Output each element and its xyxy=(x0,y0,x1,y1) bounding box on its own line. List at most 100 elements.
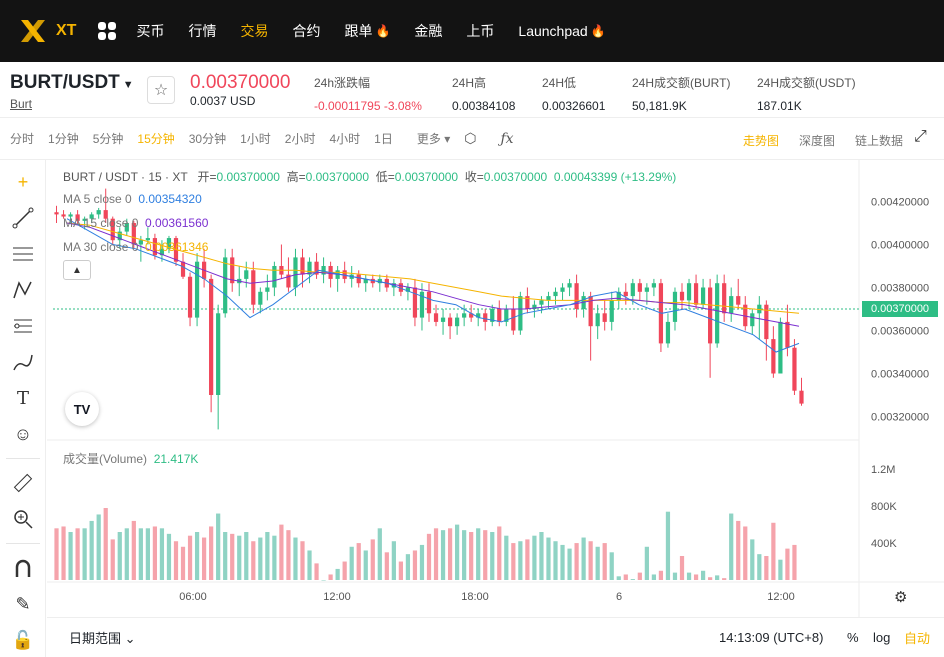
candle-body xyxy=(272,266,277,288)
nav-item[interactable]: 金融 xyxy=(414,21,442,41)
volume-bar xyxy=(595,546,600,580)
nav-item[interactable]: 行情 xyxy=(188,21,216,41)
candle-body xyxy=(117,231,122,241)
emoji-icon[interactable]: ☺ xyxy=(13,423,33,444)
candle-body xyxy=(223,257,228,314)
interval-tab[interactable]: 1日 xyxy=(374,132,393,146)
nav-item-label: 交易 xyxy=(240,23,269,39)
interval-tab[interactable]: 30分钟 xyxy=(188,132,227,146)
candle-body xyxy=(89,214,94,219)
candle-body xyxy=(532,304,537,309)
candle-body xyxy=(244,270,249,279)
nav-item[interactable]: 买币 xyxy=(136,21,164,41)
interval-tab[interactable]: 15分钟 xyxy=(137,132,175,146)
lock-draw-icon[interactable]: ✎ xyxy=(15,593,31,614)
tradingview-logo[interactable]: TV xyxy=(65,392,99,426)
nav-item-label: 跟单 xyxy=(344,23,373,39)
expand-icon[interactable]: ⤢ xyxy=(914,128,927,145)
candle-body xyxy=(764,304,769,340)
price-tick-label: 0.00340000 xyxy=(871,369,929,381)
candle-body xyxy=(209,278,214,395)
brush-icon[interactable] xyxy=(10,349,36,375)
candle-body xyxy=(124,223,129,232)
pair-selector[interactable]: BURT/USDT ▼ xyxy=(10,72,134,94)
log-toggle[interactable]: log xyxy=(873,630,891,645)
volume-bar xyxy=(700,570,706,580)
view-tab-onchain[interactable]: 链上数据 xyxy=(855,134,904,148)
interval-tab[interactable]: 5分钟 xyxy=(92,132,124,146)
date-range-selector[interactable]: 日期范围 ⌄ xyxy=(69,628,136,647)
ma30-line xyxy=(66,222,800,314)
favorite-star-button[interactable]: ☆ xyxy=(147,76,175,104)
interval-tab[interactable]: 1分钟 xyxy=(48,132,79,146)
candle-body xyxy=(230,257,235,284)
volume-bar xyxy=(440,530,446,580)
measure-icon[interactable] xyxy=(10,313,36,339)
volume-bar xyxy=(693,574,699,580)
text-icon[interactable]: T xyxy=(16,387,29,409)
price-tick-label: 0.00320000 xyxy=(871,412,929,424)
volume-bar xyxy=(616,576,621,580)
trendline-icon[interactable] xyxy=(10,205,36,231)
percent-toggle[interactable]: % xyxy=(847,630,859,645)
pattern-icon[interactable] xyxy=(10,277,36,303)
logo-x-icon xyxy=(21,20,45,42)
volume-bar xyxy=(419,544,425,580)
volume-bar xyxy=(757,554,762,580)
low-value: 0.00370000 xyxy=(394,170,459,184)
candle-body xyxy=(539,300,544,305)
legend-title: BURT / USDT · 15 · XT xyxy=(63,170,188,184)
volume-bar xyxy=(722,578,727,580)
volume-bar xyxy=(244,532,249,580)
more-intervals-dropdown[interactable]: 更多 ▾ xyxy=(416,132,451,146)
interval-tab[interactable]: 4小时 xyxy=(329,132,361,146)
ruler-icon[interactable] xyxy=(10,470,36,496)
volume-bar xyxy=(518,541,523,580)
candle-body xyxy=(490,309,495,322)
volume-bar xyxy=(279,524,284,580)
crosshair-icon[interactable]: + xyxy=(17,171,29,192)
open-value: 0.00370000 xyxy=(216,170,280,184)
auto-toggle[interactable]: 自动 xyxy=(904,631,931,646)
price-chart[interactable]: 0.00420000 0.00400000 0.00380000 0.00360000… xyxy=(47,160,944,617)
volume-bar xyxy=(201,537,207,580)
nav-item[interactable]: 上币 xyxy=(466,21,494,41)
nav-item[interactable]: Launchpad 🔥 xyxy=(518,23,605,39)
volume-bar xyxy=(61,526,66,580)
time-tick-label: 06:00 xyxy=(179,591,207,603)
magnet-icon[interactable] xyxy=(10,555,36,581)
collapse-up-icon[interactable]: ▲ xyxy=(63,260,91,280)
interval-tab[interactable]: 2小时 xyxy=(284,132,316,146)
clock: 14:13:09 (UTC+8) xyxy=(719,630,824,645)
nav-item[interactable]: 跟单 🔥 xyxy=(344,21,390,41)
settings-icon[interactable]: ⚙ xyxy=(894,589,908,606)
candle-body xyxy=(370,278,375,284)
stat-label: 24H成交额(BURT) xyxy=(632,76,731,90)
chart-canvas[interactable]: 0.00420000 0.00400000 0.00380000 0.00360000… xyxy=(47,160,944,617)
volume-bar xyxy=(124,528,129,580)
nav-item-label: 合约 xyxy=(292,23,321,39)
zoom-icon[interactable] xyxy=(10,506,36,532)
price-tick-label: 0.00400000 xyxy=(871,240,929,252)
fib-icon[interactable] xyxy=(10,241,36,267)
ma15-legend: MA 15 close 0 0.00361560 xyxy=(63,216,208,230)
candle-body xyxy=(693,283,699,305)
fx-icon[interactable]: ƒx xyxy=(500,130,514,147)
volume-bar xyxy=(581,537,586,580)
pair-sub-link[interactable]: Burt xyxy=(10,97,33,111)
logo[interactable]: XT xyxy=(18,16,76,46)
interval-tab[interactable]: 1小时 xyxy=(240,132,271,146)
candle-body xyxy=(293,257,298,288)
indicator-icon[interactable]: ⬡ xyxy=(464,130,477,146)
stat-value: 0.00384108 xyxy=(452,99,516,113)
ohlc-legend: BURT / USDT · 15 · XT 开=0.00370000 高=0.0… xyxy=(63,168,676,185)
view-tab-depth[interactable]: 深度图 xyxy=(799,134,836,148)
interval-tab[interactable]: 分时 xyxy=(10,132,35,146)
nav-item[interactable]: 交易 xyxy=(240,21,268,41)
lock-icon[interactable]: 🔓 xyxy=(11,629,35,650)
nav-item[interactable]: 合约 xyxy=(292,21,320,41)
volume-bar xyxy=(377,528,382,580)
volume-bar xyxy=(103,508,108,580)
view-tab-chart[interactable]: 走势图 xyxy=(743,134,780,148)
apps-icon[interactable] xyxy=(98,22,117,40)
